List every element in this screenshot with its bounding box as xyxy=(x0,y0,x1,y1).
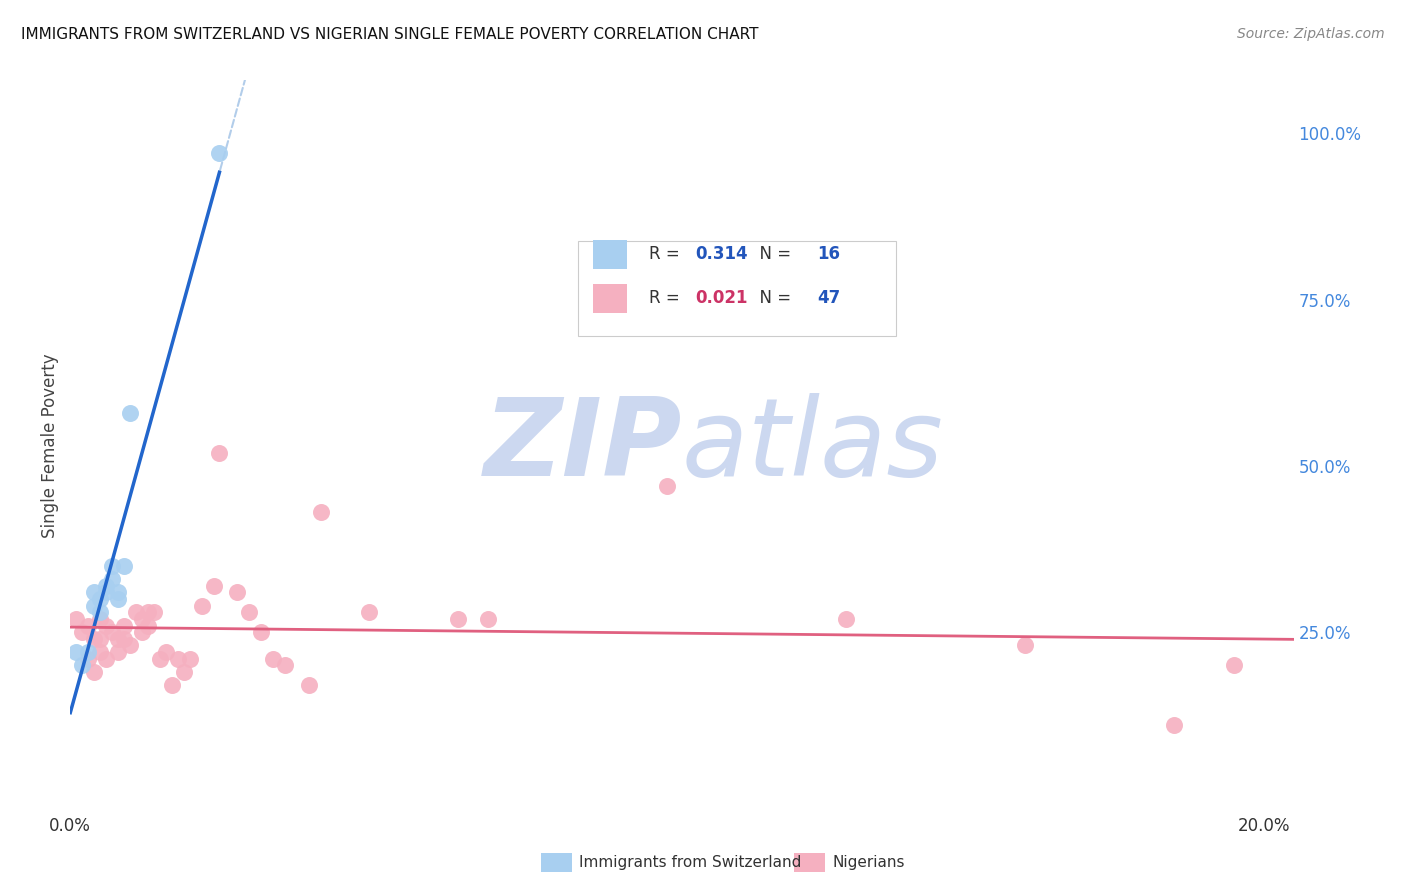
Point xyxy=(89,605,111,619)
Point xyxy=(101,572,124,586)
Point xyxy=(208,146,231,161)
Text: N =: N = xyxy=(749,245,797,263)
Point xyxy=(101,558,124,573)
Point xyxy=(107,585,129,599)
Point xyxy=(83,632,105,646)
Point xyxy=(112,618,135,632)
Y-axis label: Single Female Poverty: Single Female Poverty xyxy=(41,354,59,538)
Text: R =: R = xyxy=(650,289,685,307)
Point xyxy=(155,645,177,659)
Point xyxy=(107,591,129,606)
Point xyxy=(70,625,93,640)
Text: 16: 16 xyxy=(818,245,841,263)
Bar xyxy=(541,853,572,872)
Point xyxy=(94,652,117,666)
Point xyxy=(655,479,678,493)
Point xyxy=(94,618,117,632)
Text: R =: R = xyxy=(650,245,685,263)
Point xyxy=(1014,639,1036,653)
Point xyxy=(112,558,135,573)
Point xyxy=(89,612,111,626)
Point xyxy=(65,612,87,626)
Bar xyxy=(592,240,627,269)
Bar xyxy=(794,853,825,872)
Point xyxy=(131,612,153,626)
Point xyxy=(250,625,273,640)
Text: 0.314: 0.314 xyxy=(696,245,748,263)
Point xyxy=(70,658,93,673)
Text: ZIP: ZIP xyxy=(484,393,682,499)
Point xyxy=(89,645,111,659)
Point xyxy=(77,652,100,666)
Point xyxy=(89,591,111,606)
Point xyxy=(89,632,111,646)
Point xyxy=(107,645,129,659)
Point xyxy=(112,632,135,646)
Point xyxy=(160,678,183,692)
Point xyxy=(298,678,321,692)
Point xyxy=(835,612,858,626)
Point xyxy=(65,645,87,659)
Point xyxy=(149,652,172,666)
Point xyxy=(83,585,105,599)
Point xyxy=(118,406,141,420)
Point xyxy=(101,625,124,640)
Point xyxy=(262,652,284,666)
Point xyxy=(142,605,165,619)
Text: atlas: atlas xyxy=(682,393,943,499)
Point xyxy=(447,612,470,626)
Point xyxy=(208,445,231,459)
Point xyxy=(107,632,129,646)
Point xyxy=(83,665,105,679)
Text: 0.021: 0.021 xyxy=(696,289,748,307)
Point xyxy=(77,618,100,632)
Point xyxy=(179,652,201,666)
Point xyxy=(83,599,105,613)
Point xyxy=(238,605,260,619)
Point xyxy=(1223,658,1246,673)
Point xyxy=(136,605,159,619)
Point xyxy=(190,599,212,613)
Bar xyxy=(592,284,627,313)
Point xyxy=(166,652,188,666)
Text: N =: N = xyxy=(749,289,797,307)
Point xyxy=(1163,718,1185,732)
Point xyxy=(226,585,249,599)
Point xyxy=(173,665,195,679)
Point xyxy=(309,506,332,520)
Point xyxy=(125,605,148,619)
Point xyxy=(77,645,100,659)
Text: Source: ZipAtlas.com: Source: ZipAtlas.com xyxy=(1237,27,1385,41)
Point xyxy=(94,579,117,593)
Text: Immigrants from Switzerland: Immigrants from Switzerland xyxy=(579,855,801,870)
Point xyxy=(94,585,117,599)
Point xyxy=(274,658,297,673)
Text: IMMIGRANTS FROM SWITZERLAND VS NIGERIAN SINGLE FEMALE POVERTY CORRELATION CHART: IMMIGRANTS FROM SWITZERLAND VS NIGERIAN … xyxy=(21,27,759,42)
Point xyxy=(477,612,499,626)
Text: Nigerians: Nigerians xyxy=(832,855,905,870)
Point xyxy=(118,639,141,653)
Point xyxy=(136,618,159,632)
FancyBboxPatch shape xyxy=(578,241,896,336)
Point xyxy=(357,605,380,619)
Point xyxy=(202,579,225,593)
Text: 47: 47 xyxy=(818,289,841,307)
Point xyxy=(131,625,153,640)
